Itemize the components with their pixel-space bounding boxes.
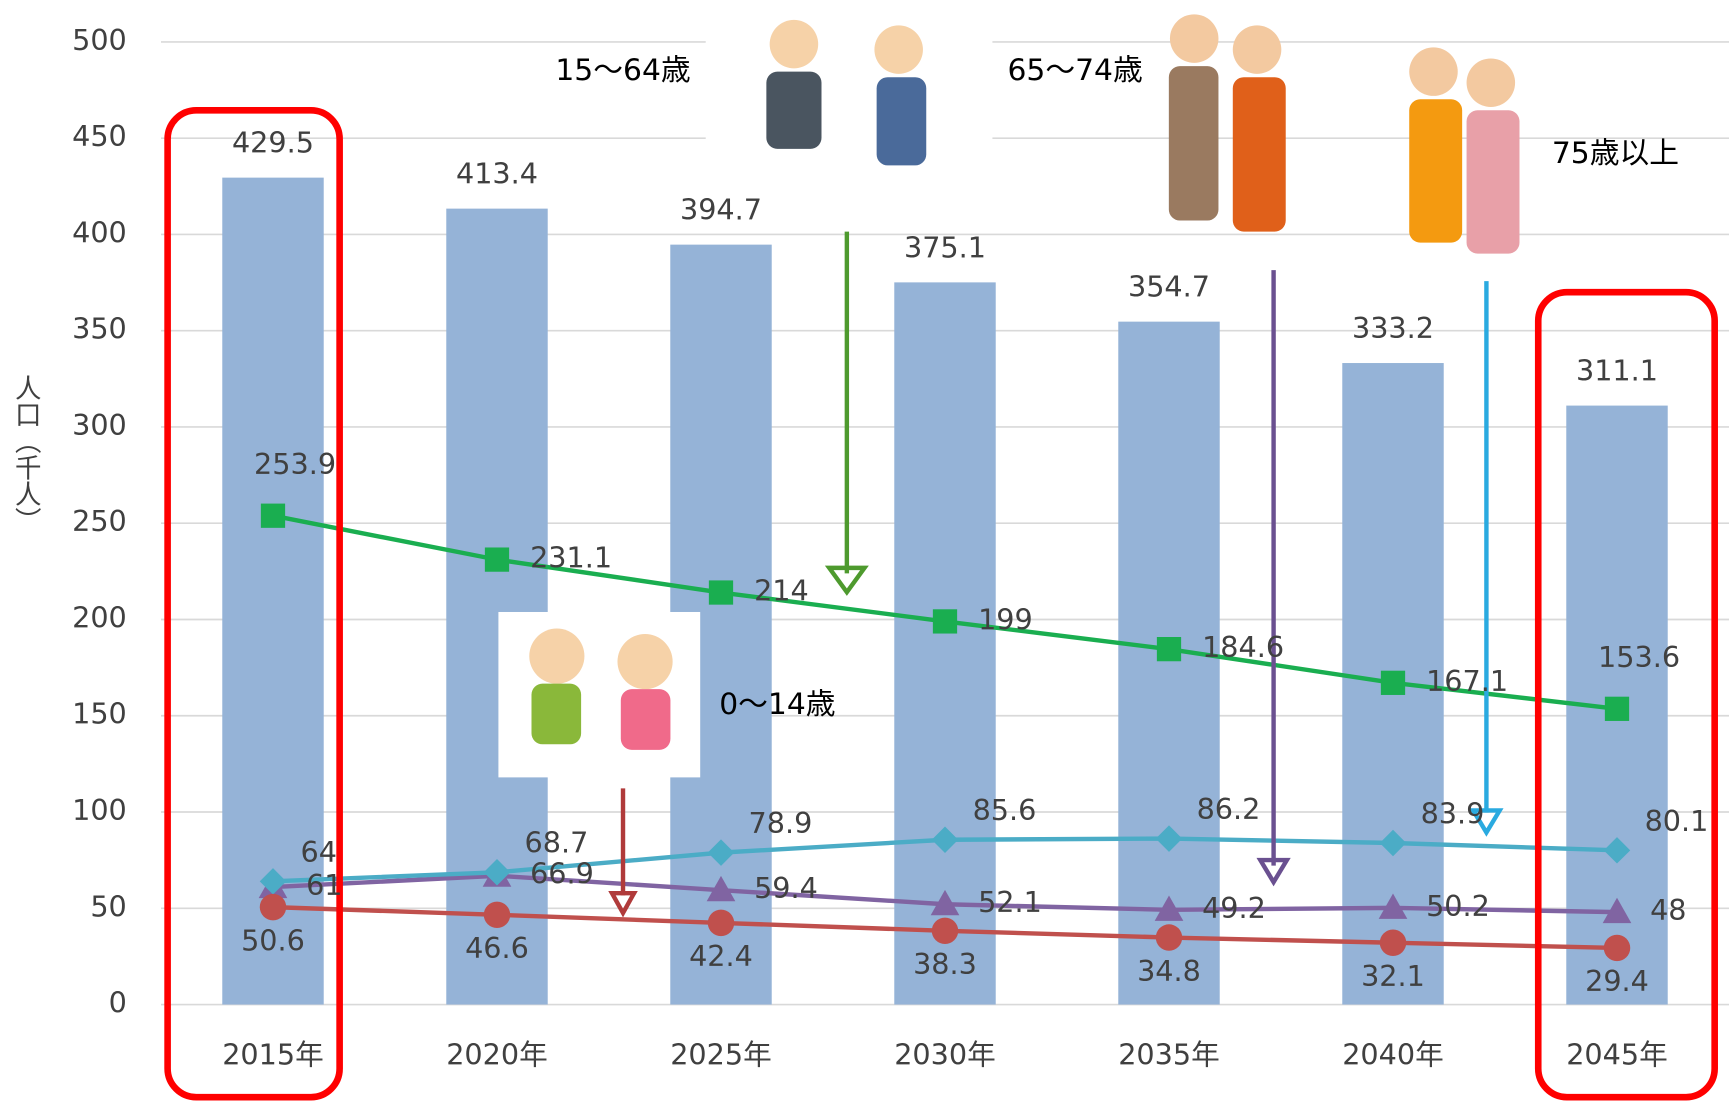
marker: [1157, 637, 1181, 661]
bar-value-label: 429.5: [232, 126, 314, 160]
line-value-label: 85.6: [973, 793, 1037, 827]
line-value-label: 34.8: [1137, 954, 1201, 988]
face: [529, 629, 584, 684]
body: [1409, 99, 1462, 242]
marker: [261, 504, 285, 528]
line-value-label: 52.1: [978, 885, 1042, 919]
line-value-label: 38.3: [913, 947, 977, 981]
face: [1467, 58, 1516, 107]
body: [621, 689, 671, 750]
illustration-workers: [706, 6, 993, 204]
y-tick-label: 100: [72, 793, 127, 827]
line-value-label: 32.1: [1361, 959, 1425, 993]
line-value-label: 199: [978, 602, 1033, 636]
face: [1233, 25, 1282, 74]
body: [531, 684, 581, 745]
x-tick-label: 2030年: [894, 1037, 996, 1071]
line-value-label: 59.4: [754, 871, 818, 905]
bar-value-label: 375.1: [904, 230, 986, 264]
body: [1467, 110, 1520, 253]
illustration-children: [498, 612, 700, 777]
y-tick-label: 450: [72, 119, 127, 153]
line-value-label: 42.4: [689, 939, 753, 973]
marker: [933, 609, 957, 633]
arrow-head: [612, 893, 634, 913]
line-value-label: 64: [301, 835, 337, 869]
marker: [932, 918, 958, 944]
y-tick-label: 200: [72, 600, 127, 634]
x-tick-label: 2025年: [670, 1037, 772, 1071]
line-value-label: 29.4: [1585, 964, 1649, 998]
x-tick-label: 2015年: [222, 1037, 324, 1071]
line-value-label: 61: [306, 868, 342, 902]
marker: [1381, 671, 1405, 695]
line-value-label: 78.9: [749, 806, 813, 840]
y-tick-label: 350: [72, 312, 127, 346]
y-tick-label: 50: [90, 889, 126, 923]
series-name: 0〜14歳: [719, 687, 835, 722]
line-value-label: 253.9: [254, 447, 336, 481]
y-tick-label: 0: [109, 986, 127, 1020]
marker: [485, 547, 509, 571]
line-value-label: 231.1: [530, 541, 612, 575]
chart-body: 人口（千人） 0 50 100 150 200 250 300 350 400 450 500 201…: [10, 6, 1729, 1098]
y-tick-label: 300: [72, 408, 127, 442]
face: [874, 25, 923, 74]
marker: [708, 910, 734, 936]
line-value-label: 49.2: [1202, 891, 1266, 925]
y-tick-label: 150: [72, 697, 127, 731]
marker: [709, 580, 733, 604]
y-tick-label: 500: [72, 23, 127, 57]
y-tick-label: 250: [72, 504, 127, 538]
line-value-label: 50.6: [241, 923, 305, 957]
marker: [260, 894, 286, 920]
bar-value-label: 413.4: [456, 157, 538, 191]
body: [766, 72, 821, 149]
chart: 人口（千人） 0 50 100 150 200 250 300 350 400 450 500 201…: [0, 0, 1729, 1102]
line-value-label: 184.6: [1202, 630, 1284, 664]
face: [770, 20, 819, 69]
line-value-label: 66.9: [530, 857, 594, 891]
line-value-label: 153.6: [1598, 640, 1680, 674]
bar-value-label: 311.1: [1576, 354, 1658, 388]
line-value-label: 167.1: [1426, 664, 1508, 698]
body: [1169, 66, 1219, 220]
line-value-label: 80.1: [1645, 804, 1709, 838]
line-value-label: 86.2: [1197, 792, 1261, 826]
x-tick-label: 2040年: [1342, 1037, 1444, 1071]
line-value-label: 48: [1650, 893, 1686, 927]
line-value-label: 83.9: [1421, 796, 1485, 830]
series-name: 75歳以上: [1552, 136, 1679, 171]
x-tick-label: 2035年: [1118, 1037, 1220, 1071]
line-value-label: 46.6: [465, 931, 529, 965]
bar-value-label: 394.7: [680, 193, 762, 227]
body: [1233, 77, 1286, 231]
series-name: 15〜64歳: [555, 53, 690, 88]
marker: [1380, 930, 1406, 956]
series-name: 65〜74歳: [1007, 53, 1142, 88]
marker: [1605, 697, 1629, 721]
marker: [1604, 935, 1630, 961]
face: [1409, 47, 1458, 96]
bar-value-label: 354.7: [1128, 270, 1210, 304]
y-tick-label: 400: [72, 215, 127, 249]
bar-value-label: 333.2: [1352, 311, 1434, 345]
y-axis-label: 人口（千人）: [10, 375, 41, 534]
line-value-label: 50.2: [1426, 889, 1490, 923]
face: [618, 634, 673, 689]
line-value-label: 68.7: [525, 826, 589, 860]
x-tick-label: 2020年: [446, 1037, 548, 1071]
marker: [1156, 924, 1182, 950]
body: [877, 77, 927, 165]
x-tick-label: 2045年: [1566, 1037, 1668, 1071]
line-value-label: 214: [754, 574, 809, 608]
marker: [484, 902, 510, 928]
face: [1170, 14, 1219, 63]
